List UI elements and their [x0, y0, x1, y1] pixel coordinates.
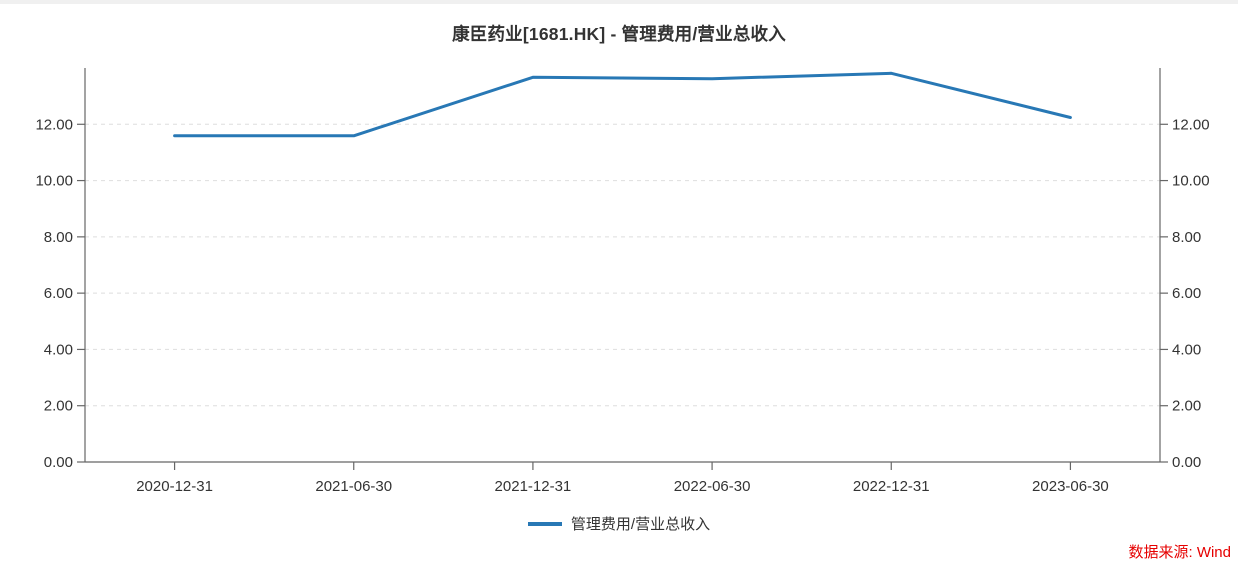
legend-label: 管理费用/营业总收入 [570, 516, 711, 533]
data-source-note: 数据来源: Wind [1128, 544, 1231, 561]
top-strip [0, 0, 1238, 4]
y-axis-label-right: 4.00 [1172, 341, 1201, 358]
y-axis-label-right: 10.00 [1172, 173, 1210, 190]
y-axis-label-left: 0.00 [44, 454, 73, 471]
legend-line-swatch [527, 521, 562, 526]
y-axis-label-left: 8.00 [44, 229, 73, 246]
x-axis-label: 2020-12-31 [136, 478, 213, 495]
x-axis-label: 2023-06-30 [1032, 478, 1109, 495]
series-line [173, 71, 1072, 138]
y-axis-label-right: 0.00 [1172, 454, 1201, 471]
y-axis-label-left: 2.00 [44, 398, 73, 415]
y-axis-label-left: 4.00 [44, 341, 73, 358]
x-axis-label: 2022-12-31 [853, 478, 930, 495]
x-axis-label: 2021-12-31 [495, 478, 572, 495]
y-axis-label-right: 6.00 [1172, 285, 1201, 302]
y-axis-label-left: 6.00 [44, 285, 73, 302]
chart-title: 康臣药业[1681.HK] - 管理费用/营业总收入 [452, 24, 786, 44]
y-axis-label-right: 2.00 [1172, 398, 1201, 415]
y-axis-label-left: 10.00 [35, 173, 73, 190]
y-axis-label-right: 8.00 [1172, 229, 1201, 246]
legend: 管理费用/营业总收入 [0, 513, 1238, 534]
x-axis-label: 2022-06-30 [674, 478, 751, 495]
x-axis-label: 2021-06-30 [315, 478, 392, 495]
y-axis-label-right: 12.00 [1172, 116, 1210, 133]
y-axis-label-left: 12.00 [35, 116, 73, 133]
